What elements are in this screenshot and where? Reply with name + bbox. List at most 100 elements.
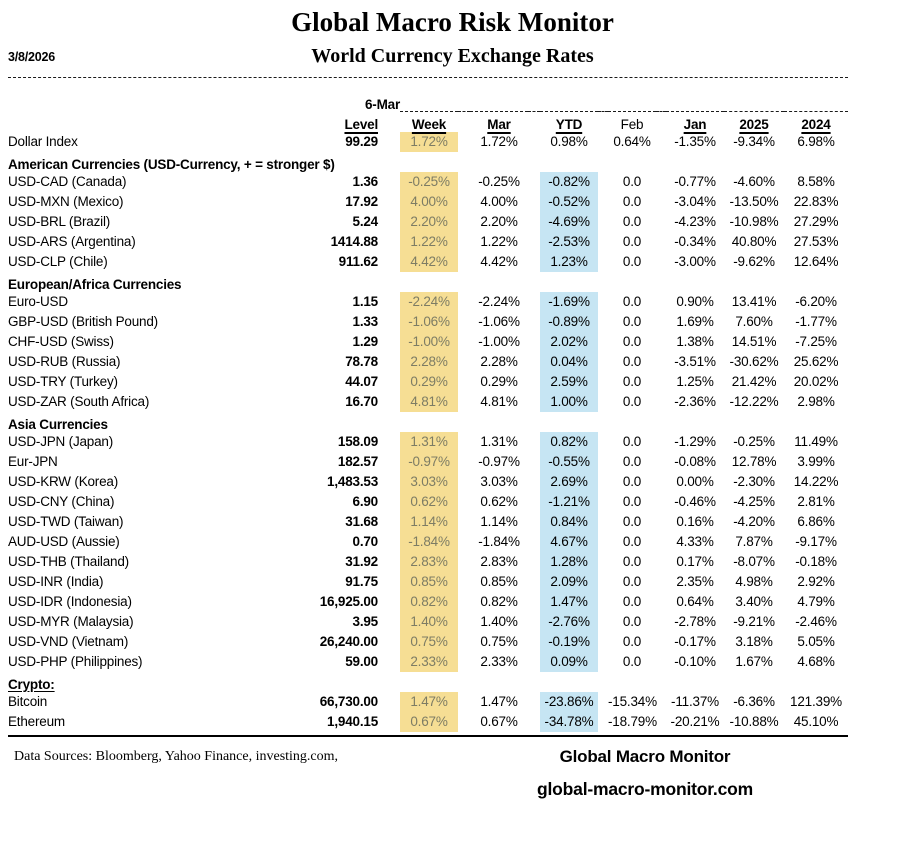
gap-cell [378,552,400,572]
cell-week: -1.06% [400,311,458,332]
table-row: USD-ARS (Argentina) 1414.88 1.22% 1.22% -2.5… [8,231,848,252]
gap-cell [598,392,608,412]
cell-label: CHF-USD (Swiss) [8,334,114,350]
gap-cell [378,352,400,372]
gap-cell [656,192,666,212]
gap-cell [528,392,540,412]
cell-ytd: -34.78% [540,711,598,732]
cell-jan: 0.00% [676,474,714,490]
col-header-2024: 2024 [801,116,831,132]
cell-mar: 2.20% [480,214,518,230]
cell-label: USD-KRW (Korea) [8,474,119,490]
gap-cell [528,612,540,632]
gap-cell [378,652,400,672]
cell-feb: 0.0 [622,574,642,590]
gap-cell [656,372,666,392]
table-row: USD-CAD (Canada) 1.36 -0.25% -0.25% -0.82% 0.… [8,171,848,192]
cell-label: Dollar Index [8,134,78,150]
gap-cell [528,232,540,252]
cell-2024: 2.81% [797,494,835,510]
cell-ytd: 0.04% [540,351,598,372]
cell-2024: 2.98% [797,394,835,410]
cell-week: -1.00% [400,331,458,352]
gap-cell [656,552,666,572]
table-row: Ethereum 1,940.15 0.67% 0.67% -34.78% -18.79%… [8,711,848,732]
cell-jan: 0.17% [676,554,714,570]
cell-jan: 1.69% [676,314,714,330]
cell-label: GBP-USD (British Pound) [8,314,158,330]
cell-label: USD-VND (Vietnam) [8,634,129,650]
gap-cell [458,632,470,652]
cell-mar: 1.40% [480,614,518,630]
cell-feb: 0.0 [622,334,642,350]
gap-cell [458,532,470,552]
cell-feb: 0.0 [622,594,642,610]
gap-cell [528,512,540,532]
cell-2025: 3.40% [735,594,773,610]
gap-cell [378,332,400,352]
table-body: Dollar Index 99.29 1.72% 1.72% 0.98% 0.64% -1.… [8,131,848,732]
table-row: Eur-JPN 182.57 -0.97% -0.97% -0.55% 0.0 -0.08%… [8,451,848,472]
gap-cell [598,252,608,272]
cell-mar: 0.75% [480,634,518,650]
cell-jan: -3.00% [674,254,716,270]
gap-cell [378,252,400,272]
gap-cell [656,612,666,632]
gap-cell [598,452,608,472]
gap-cell [378,692,400,712]
gap-cell [528,572,540,592]
gap-cell [598,612,608,632]
cell-ytd: -0.19% [540,631,598,652]
cell-label: USD-ARS (Argentina) [8,234,136,250]
cell-mar: 1.31% [480,434,518,450]
cell-week: 2.28% [400,351,458,372]
gap-cell [528,252,540,272]
cell-label: USD-CLP (Chile) [8,254,108,270]
cell-level: 99.29 [345,134,378,150]
gap-cell [598,292,608,312]
cell-feb: 0.0 [622,354,642,370]
cell-label: USD-CAD (Canada) [8,174,127,190]
gap-cell [378,592,400,612]
cell-2024: 14.22% [793,474,839,490]
cell-ytd: -0.52% [540,191,598,212]
cell-jan: -0.34% [674,234,716,250]
cell-2025: -4.25% [733,494,775,510]
cell-jan: -0.77% [674,174,716,190]
cell-2024: 12.64% [793,254,839,270]
cell-jan: 1.25% [676,374,714,390]
footer: Data Sources: Bloomberg, Yahoo Finance, … [0,747,905,800]
gap-cell [458,132,470,152]
cell-2025: -4.20% [733,514,775,530]
section-label: American Currencies (USD-Currency, + = s… [8,156,335,172]
cell-label: USD-INR (India) [8,574,104,590]
gap-cell [458,352,470,372]
cell-level: 59.00 [345,654,378,670]
gap-cell [598,332,608,352]
cell-mar: 0.29% [480,374,518,390]
cell-mar: 0.62% [480,494,518,510]
gap-cell [598,432,608,452]
cell-ytd: 2.59% [540,371,598,392]
col-header-jan: Jan [683,116,707,132]
cell-week: 4.42% [400,251,458,272]
gap-cell [458,192,470,212]
cell-level: 158.09 [337,434,378,450]
gap-cell [458,212,470,232]
gap-cell [528,212,540,232]
cell-jan: -2.36% [674,394,716,410]
table-row: USD-TRY (Turkey) 44.07 0.29% 0.29% 2.59% 0.0 1… [8,371,848,392]
cell-jan: -1.35% [674,134,716,150]
section-row: Asia Currencies [8,412,848,432]
cell-2025: -9.21% [733,614,775,630]
gap-cell [378,232,400,252]
cell-level: 3.95 [352,614,379,630]
cell-level: 6.90 [352,494,379,510]
gap-cell [528,492,540,512]
cell-feb: 0.0 [622,294,642,310]
table-row: GBP-USD (British Pound) 1.33 -1.06% -1.06% -… [8,311,848,332]
cell-level: 31.92 [345,554,378,570]
cell-level: 911.62 [338,254,379,270]
gap-cell [656,212,666,232]
